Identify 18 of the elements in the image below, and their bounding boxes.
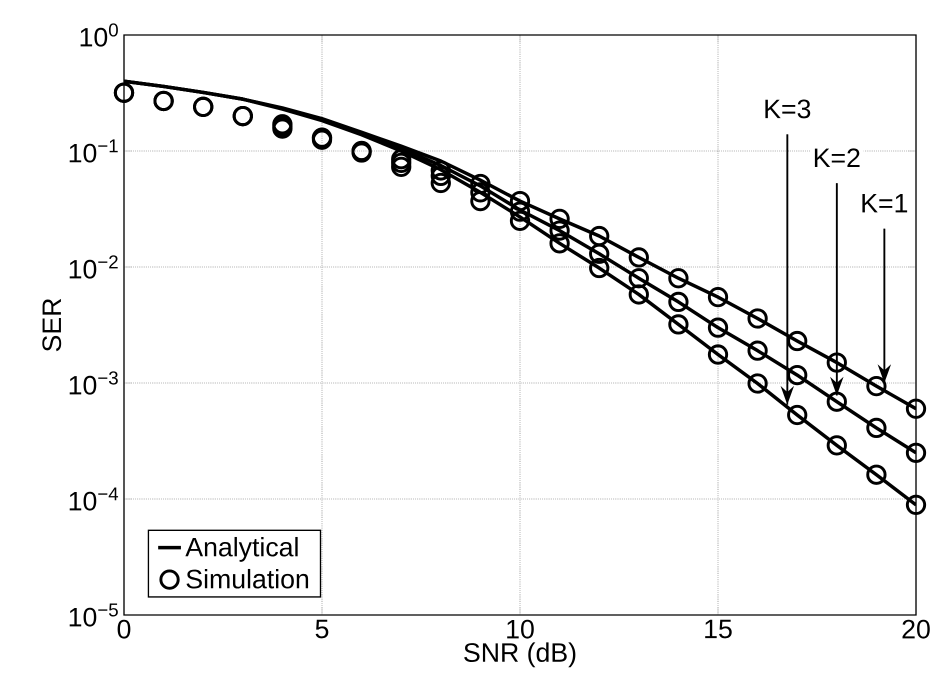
x-tick-label: 5 <box>316 620 328 638</box>
annotation: K=3 <box>765 99 810 118</box>
y-tick-label: 10$^{−4}$ <box>70 487 118 511</box>
x-axis-title: SNR (dB) <box>464 642 576 668</box>
legend-label: Analytical <box>185 536 298 562</box>
x-tick-label: 10 <box>507 620 534 639</box>
y-tick-label: 10$^{−2}$ <box>70 255 118 279</box>
y-tick-label: 10$^{−5}$ <box>70 603 118 627</box>
y-tick-label: 10$^{−1}$ <box>70 139 118 163</box>
annotation: K=2 <box>814 148 860 168</box>
y-tick-label: 10$^{0}$ <box>80 23 118 47</box>
x-tick-label: 0 <box>118 620 130 639</box>
legend-label: Simulation <box>186 568 308 589</box>
y-tick-label: 10$^{−3}$ <box>70 371 118 395</box>
x-tick-label: 15 <box>705 620 732 638</box>
annotation: K=1 <box>862 194 908 212</box>
y-axis-title: SER <box>42 298 62 352</box>
x-tick-label: 20 <box>902 620 930 639</box>
